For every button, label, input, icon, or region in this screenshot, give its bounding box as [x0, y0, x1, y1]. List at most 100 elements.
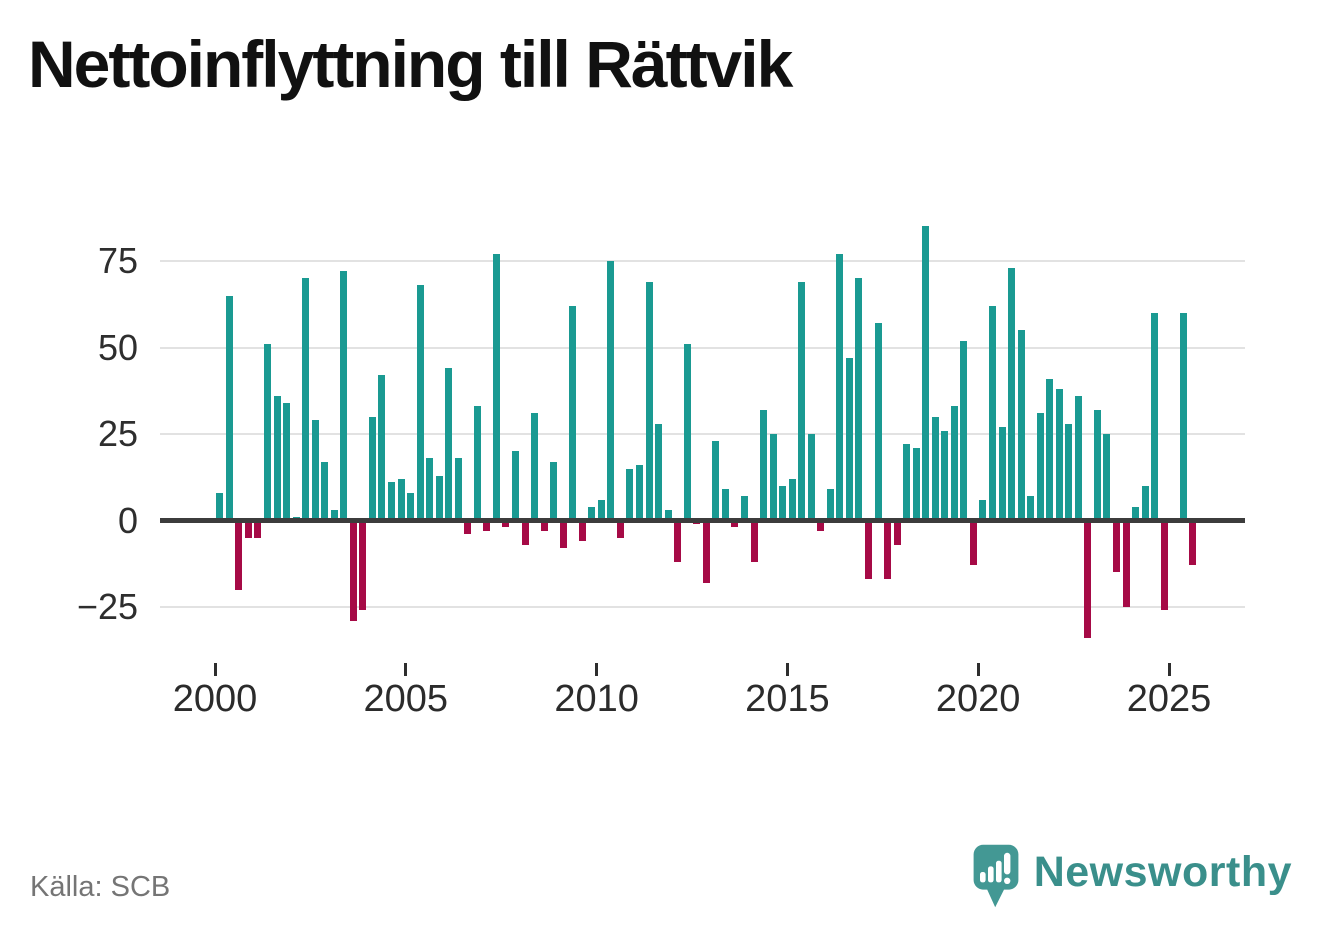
newsworthy-logo: Newsworthy — [972, 843, 1292, 909]
bar-2011Q1 — [636, 465, 644, 521]
bar-2020Q3 — [998, 427, 1006, 521]
bar-2008Q3 — [540, 520, 548, 531]
x-axis-tick-2015 — [785, 663, 789, 676]
bar-2000Q4 — [244, 520, 252, 538]
x-axis-label-2005: 2005 — [363, 678, 449, 720]
bar-2014Q1 — [750, 520, 758, 563]
bar-2009Q4 — [588, 506, 596, 521]
bar-2001Q3 — [273, 395, 281, 521]
x-axis-tick-2010 — [595, 663, 599, 676]
gridline-y75 — [160, 260, 1245, 262]
bar-2009Q3 — [578, 520, 586, 542]
bar-2016Q3 — [845, 357, 853, 521]
bar-2003Q1 — [330, 510, 338, 521]
bar-2008Q4 — [550, 461, 558, 521]
bar-2017Q1 — [864, 520, 872, 580]
gridline-y-25 — [160, 606, 1245, 608]
bar-2006Q4 — [473, 406, 481, 521]
bar-2002Q3 — [311, 420, 319, 521]
newsworthy-logo-text: Newsworthy — [1033, 848, 1292, 896]
bar-2020Q1 — [979, 499, 987, 521]
y-axis-label--25: −25 — [76, 586, 138, 627]
bar-2014Q2 — [760, 409, 768, 521]
bar-2005Q3 — [426, 458, 434, 521]
bar-2010Q2 — [607, 261, 615, 521]
bar-2004Q3 — [387, 482, 395, 521]
bar-2007Q3 — [502, 520, 510, 528]
bar-2022Q3 — [1074, 395, 1082, 521]
x-axis-label-2010: 2010 — [554, 678, 639, 720]
gridline-y25 — [160, 433, 1245, 435]
bar-2000Q3 — [235, 520, 243, 590]
x-axis-tick-2020 — [976, 663, 980, 676]
y-axis-label-75: 75 — [97, 240, 138, 281]
newsworthy-logo-icon — [973, 844, 1019, 908]
zero-axis-line — [160, 518, 1245, 523]
x-axis-tick-2025 — [1167, 663, 1171, 676]
bar-2003Q2 — [340, 271, 348, 521]
y-axis-label-25: 25 — [97, 413, 138, 454]
bar-2011Q2 — [645, 281, 653, 521]
bar-2004Q4 — [397, 478, 405, 521]
bar-2022Q1 — [1055, 389, 1063, 521]
bar-2023Q2 — [1103, 434, 1111, 521]
source-text: Källa: SCB — [30, 871, 171, 903]
bar-2010Q4 — [626, 468, 634, 521]
bar-2024Q4 — [1160, 520, 1168, 611]
bar-2000Q1 — [216, 492, 224, 521]
bar-2021Q4 — [1046, 378, 1054, 521]
bar-2010Q1 — [597, 499, 605, 521]
bar-2004Q2 — [378, 375, 386, 521]
bar-2005Q1 — [407, 492, 415, 521]
bar-2011Q4 — [664, 510, 672, 521]
bar-2019Q4 — [969, 520, 977, 566]
bar-2013Q4 — [740, 496, 748, 521]
bar-2006Q3 — [464, 520, 472, 535]
bar-2014Q3 — [769, 434, 777, 521]
bar-2000Q2 — [225, 295, 233, 521]
bar-2012Q2 — [683, 344, 691, 521]
bar-2021Q1 — [1017, 330, 1025, 521]
bar-2008Q1 — [521, 520, 529, 545]
bar-2001Q1 — [254, 520, 262, 538]
bar-2019Q1 — [941, 430, 949, 521]
x-axis-label-2000: 2000 — [172, 678, 258, 720]
bar-2020Q4 — [1008, 267, 1016, 521]
bar-2013Q1 — [712, 440, 720, 521]
bar-2009Q2 — [569, 305, 577, 521]
bar-2017Q3 — [884, 520, 892, 580]
bar-2006Q2 — [454, 458, 462, 521]
plot-area: 75 50 25 0 −25 2000 2005 2010 2015 2020 2025 — [76, 226, 1245, 720]
bar-2022Q2 — [1065, 423, 1073, 521]
bar-2021Q2 — [1027, 496, 1035, 521]
bar-2018Q4 — [931, 416, 939, 521]
bar-2002Q2 — [302, 278, 310, 521]
bar-2024Q1 — [1132, 506, 1140, 521]
bar-2002Q4 — [321, 461, 329, 521]
x-axis-label-2025: 2025 — [1126, 678, 1212, 720]
bar-2025Q3 — [1189, 520, 1197, 566]
bar-2010Q3 — [616, 520, 624, 538]
bar-2015Q2 — [798, 281, 806, 521]
x-axis-label-2020: 2020 — [935, 678, 1021, 720]
bar-2022Q4 — [1084, 520, 1092, 639]
bar-2001Q2 — [263, 344, 271, 521]
bar-2023Q4 — [1122, 520, 1130, 607]
bar-2015Q3 — [807, 434, 815, 521]
bar-2008Q2 — [531, 413, 539, 521]
bar-2007Q4 — [512, 451, 519, 521]
bar-2021Q3 — [1036, 413, 1044, 521]
bar-2014Q4 — [779, 485, 787, 521]
bar-2018Q2 — [912, 447, 920, 521]
bar-2020Q2 — [989, 305, 996, 521]
bar-2017Q2 — [874, 323, 882, 521]
bar-2006Q1 — [445, 368, 453, 521]
gridline-y50 — [160, 346, 1245, 349]
bar-2017Q4 — [893, 520, 901, 545]
bar-2007Q1 — [483, 520, 491, 531]
bar-2025Q2 — [1179, 312, 1187, 521]
bar-2004Q1 — [368, 416, 376, 521]
bar-2003Q3 — [349, 520, 357, 621]
bar-2016Q2 — [836, 254, 844, 521]
